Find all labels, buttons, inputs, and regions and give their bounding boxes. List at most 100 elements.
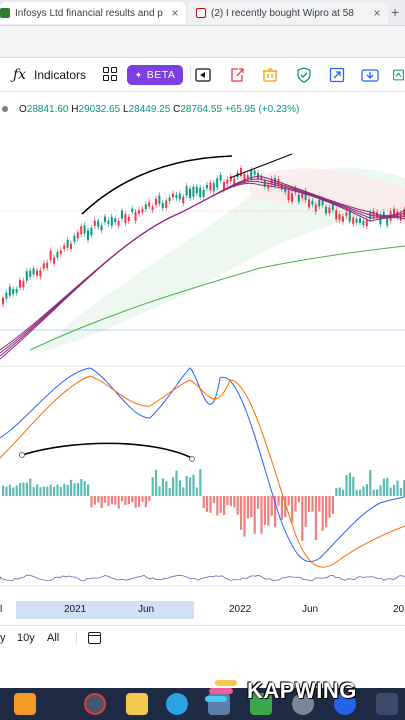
candle [87, 230, 89, 240]
telegram-icon[interactable] [166, 693, 188, 715]
change-value: +65.95 (+0.23%) [224, 104, 300, 115]
app-icon[interactable] [250, 693, 272, 715]
reddit-favicon-icon [196, 8, 206, 18]
time-tick: 2022 [229, 604, 252, 615]
candle [107, 220, 110, 225]
candle [355, 218, 358, 223]
candle [155, 198, 157, 205]
candle [158, 195, 161, 204]
macd-histogram-bar [396, 480, 399, 496]
macd-histogram-bar [297, 496, 300, 503]
snapshot-icon[interactable] [361, 66, 379, 84]
candle [12, 288, 15, 294]
macd-histogram-bar [280, 496, 283, 520]
range-button-all[interactable]: All [47, 632, 60, 644]
macd-histogram-bar [42, 486, 45, 496]
briefcase-icon[interactable] [14, 693, 36, 715]
macd-histogram-bar [80, 479, 83, 496]
time-tick: 2021 [64, 604, 87, 615]
spark-icon: ✦ [134, 69, 143, 80]
function-icon[interactable]: ƒx [13, 67, 27, 83]
candle [8, 286, 11, 296]
candle [161, 202, 164, 209]
macd-histogram-bar [144, 496, 147, 508]
candle [53, 257, 55, 264]
new-tab-icon[interactable]: + [391, 4, 400, 20]
candle [226, 179, 229, 184]
candle [127, 216, 130, 222]
candle [22, 280, 25, 288]
macd-histogram-bar [314, 496, 317, 540]
macd-histogram-bar [15, 485, 18, 496]
indicators-button[interactable]: Indicators [34, 68, 87, 82]
replay-icon[interactable] [194, 66, 212, 84]
macd-histogram-bar [257, 496, 260, 509]
macd-histogram-bar [325, 496, 328, 528]
os-taskbar [0, 688, 405, 720]
range-button-10y[interactable]: 10y [17, 632, 35, 644]
candle [114, 218, 117, 223]
candle [104, 216, 106, 223]
chrome-icon[interactable] [84, 693, 106, 715]
candle [138, 210, 140, 214]
macd-histogram-bar [114, 496, 117, 505]
close-tab-icon[interactable]: × [373, 6, 381, 20]
candle [314, 204, 317, 212]
candle [229, 176, 232, 182]
settings-icon[interactable] [292, 693, 314, 715]
tab-title: Infosys Ltd financial results and p [15, 7, 163, 19]
candle [192, 186, 195, 197]
candle [318, 199, 321, 207]
price-chart[interactable] [0, 118, 405, 604]
macd-histogram-bar [165, 481, 168, 496]
macd-histogram-bar [376, 489, 379, 496]
candle [15, 289, 18, 293]
macd-histogram-bar [70, 479, 73, 496]
time-axis[interactable]: l 2021 Jun 2022 Jun 20 [0, 598, 405, 622]
macd-histogram-bar [260, 496, 263, 534]
browser-tab-wipro[interactable]: (2) I recently bought Wipro at 58 × [188, 2, 388, 24]
candle [311, 200, 314, 205]
shield-icon[interactable] [295, 66, 313, 84]
open-value: 28841.60 [26, 104, 69, 115]
range-button[interactable]: y [0, 632, 6, 644]
candle [178, 193, 181, 200]
macd-histogram-bar [134, 496, 137, 508]
browser-tab-infosys[interactable]: Infosys Ltd financial results and p × [0, 2, 186, 24]
app-icon[interactable] [334, 693, 356, 715]
beta-button[interactable]: ✦ BETA [127, 65, 183, 85]
candle [42, 263, 45, 269]
macd-histogram-bar [348, 472, 351, 496]
candle [365, 219, 368, 227]
candle [335, 210, 338, 220]
legend-dot-icon [2, 106, 8, 112]
close-tab-icon[interactable]: × [171, 6, 179, 20]
app-icon[interactable] [376, 693, 398, 715]
address-bar-area [0, 26, 405, 58]
macd-histogram-bar [110, 496, 113, 505]
candle [185, 186, 188, 196]
candle [359, 218, 361, 224]
candle [304, 190, 307, 201]
kapwing-watermark: KAPWING [205, 676, 403, 706]
tab-title: (2) I recently bought Wipro at 58 [211, 7, 354, 19]
macd-histogram-bar [8, 484, 11, 496]
candle [29, 270, 32, 277]
candle [199, 187, 202, 198]
fullscreen-icon[interactable] [328, 66, 346, 84]
candle [100, 225, 103, 231]
candle [212, 182, 215, 192]
calendar-icon[interactable] [88, 632, 101, 644]
folder-icon[interactable] [126, 693, 148, 715]
trading-icon[interactable] [392, 66, 405, 84]
templates-icon[interactable] [103, 67, 118, 82]
macd-histogram-bar [87, 484, 90, 496]
alert-icon[interactable] [261, 66, 279, 84]
export-icon[interactable] [228, 66, 246, 84]
macd-histogram-bar [233, 496, 236, 508]
candle [206, 184, 208, 189]
candle [19, 279, 21, 288]
candle [5, 292, 8, 299]
candle [148, 202, 151, 207]
macd-histogram-bar [345, 475, 348, 496]
